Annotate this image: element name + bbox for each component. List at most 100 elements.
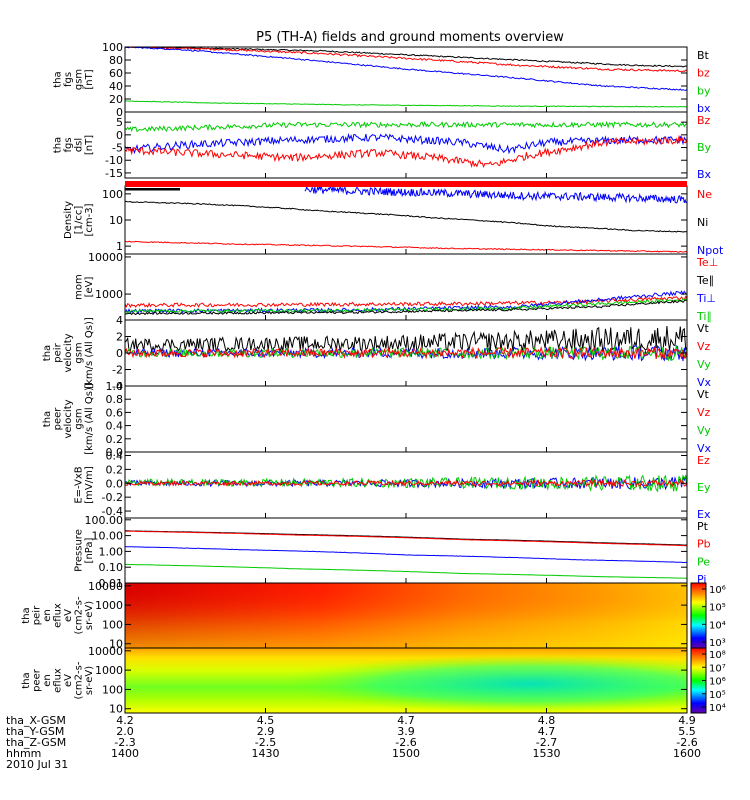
- y-axis-label-line: gsm: [74, 69, 85, 90]
- y-axis-label-line: [mV/m]: [84, 466, 95, 504]
- colorbar-tick-label: 10⁵: [709, 603, 726, 614]
- legend-entry: Ex: [697, 508, 711, 521]
- y-axis-label-line: [nPa]: [84, 537, 95, 563]
- panel-1-series-1: [124, 46, 688, 68]
- ion-spectrogram-shade: [125, 583, 687, 648]
- legend-entry: Ey: [697, 481, 711, 494]
- y-tick-label: 0: [116, 129, 123, 142]
- y-tick-label: 10: [109, 703, 123, 716]
- plot-title: P5 (TH-A) fields and ground moments over…: [256, 30, 564, 45]
- y-axis-label-line: eV: [63, 674, 74, 687]
- colorbar-tick-label: 10⁶: [709, 585, 726, 596]
- colorbar-tick-label: 10⁵: [709, 690, 726, 701]
- y-axis-label-line: velocity: [63, 399, 74, 438]
- y-axis-label-line: Pressure: [74, 529, 85, 572]
- y-axis-label-line: tha: [21, 672, 32, 688]
- legend-entry: Vx: [697, 442, 712, 455]
- axis-row-value: 1530: [533, 747, 561, 760]
- y-tick-label: 10: [109, 214, 123, 227]
- legend-entry: Vy: [697, 424, 711, 437]
- axis-row-value: 4.7: [397, 714, 415, 727]
- electron-spectrogram-core: [125, 648, 687, 713]
- y-axis-label-line: peir: [32, 605, 43, 625]
- y-tick-label: 0.4: [106, 449, 124, 462]
- y-axis-label-line: gsm: [74, 408, 85, 429]
- panel-3: 1 10 100 Density [1/cc] [cm-3] Ne Ni Npot: [63, 184, 724, 257]
- panel-5: -4 -2 0 2 4 tha peir velocity gsm [km/s (All Qs)]…: [42, 314, 712, 393]
- y-axis-label-line: tha: [21, 607, 32, 623]
- legend-entry: Vx: [697, 376, 712, 389]
- legend-entry: Pt: [697, 520, 709, 533]
- y-axis-label-line: (cm2-s-: [74, 661, 85, 699]
- panel-3-series-2: [124, 200, 688, 233]
- panel-1-series-4: [124, 100, 688, 108]
- axis-row-value: 2.0: [116, 725, 134, 738]
- panel-4-series-4: [124, 299, 688, 316]
- y-tick-label: -0.4: [102, 505, 123, 518]
- legend-entry: Vz: [697, 406, 711, 419]
- legend-entry: Te⊥: [696, 256, 718, 269]
- legend-entry: Npot: [697, 244, 724, 257]
- y-axis-label-line: eV: [63, 609, 74, 622]
- axis-row-name: tha_X-GSM: [6, 714, 66, 727]
- axis-row-value: 1430: [252, 747, 280, 760]
- y-axis-label-line: tha: [42, 411, 53, 427]
- y-tick-label: 60: [109, 67, 123, 80]
- panel-7-series-3: [124, 478, 688, 488]
- legend-entry: Pb: [697, 538, 711, 551]
- colorbar-tick-label: 10⁴: [709, 703, 726, 714]
- legend-entry: by: [697, 84, 711, 97]
- y-tick-label: 10: [109, 638, 123, 651]
- y-axis-label-line: sr-eV): [84, 666, 95, 695]
- panel-4-series-3: [124, 297, 688, 314]
- axis-row-value: -2.7: [536, 736, 557, 749]
- colorbar-tick-label: 10⁴: [709, 620, 726, 631]
- y-axis-label-line: (cm2-s-: [74, 596, 85, 634]
- panel-1-frame: [124, 46, 688, 113]
- y-tick-label: 2: [116, 331, 123, 344]
- legend-entry: Ni: [697, 216, 708, 229]
- panel-5-series-3: [124, 345, 688, 362]
- y-tick-label: -0.2: [102, 491, 123, 504]
- axis-row-value: 4.5: [257, 714, 275, 727]
- legend-entry: Vz: [697, 340, 711, 353]
- panel-3-series-3: [125, 240, 688, 253]
- y-tick-label: 0.6: [106, 406, 124, 419]
- y-tick-label: 40: [109, 80, 123, 93]
- panel-4-series-1: [124, 295, 688, 309]
- panel-2: -15-10-505 tha fgs dsl [nT] Bz By Bx: [53, 111, 712, 181]
- y-tick-label: 100: [102, 683, 123, 696]
- axis-row-value: 4.9: [678, 714, 696, 727]
- y-axis-label-line: Density: [63, 201, 74, 239]
- panel-8-series-3: [124, 546, 687, 563]
- panel-4-series-2: [124, 290, 688, 314]
- axis-row-value: 1400: [111, 747, 139, 760]
- y-tick-label: 0: [116, 347, 123, 360]
- legend-entry: Vt: [697, 388, 710, 401]
- y-tick-label: 1: [116, 240, 123, 253]
- panel-9: 10 100 1000 10000 tha peir en eflux eV (cm2-s-sr-…: [21, 580, 726, 651]
- axis-row-value: 2.9: [257, 725, 275, 738]
- y-tick-label: 100: [102, 188, 123, 201]
- legend-entry: Vy: [697, 358, 711, 371]
- colorbar-tick-label: 10⁸: [709, 650, 726, 661]
- y-axis-label-line: [1/cc]: [74, 206, 85, 235]
- panel-2-series-3: [124, 134, 688, 169]
- axis-row-value: 1600: [673, 747, 701, 760]
- y-tick-label: 0.2: [106, 463, 124, 476]
- y-axis-label-line: velocity: [63, 333, 74, 372]
- legend-entry: By: [697, 141, 712, 154]
- y-tick-label: 80: [109, 54, 123, 67]
- legend-entry: Pe: [697, 555, 710, 568]
- y-axis-label-line: fgs: [63, 137, 74, 152]
- axis-row-value: 4.7: [538, 725, 556, 738]
- colorbar-tick-label: 10⁷: [709, 663, 726, 674]
- y-axis-label-line: fgs: [63, 72, 74, 87]
- axis-row-value: 5.5: [678, 725, 696, 738]
- panel-7-series-2: [124, 474, 688, 493]
